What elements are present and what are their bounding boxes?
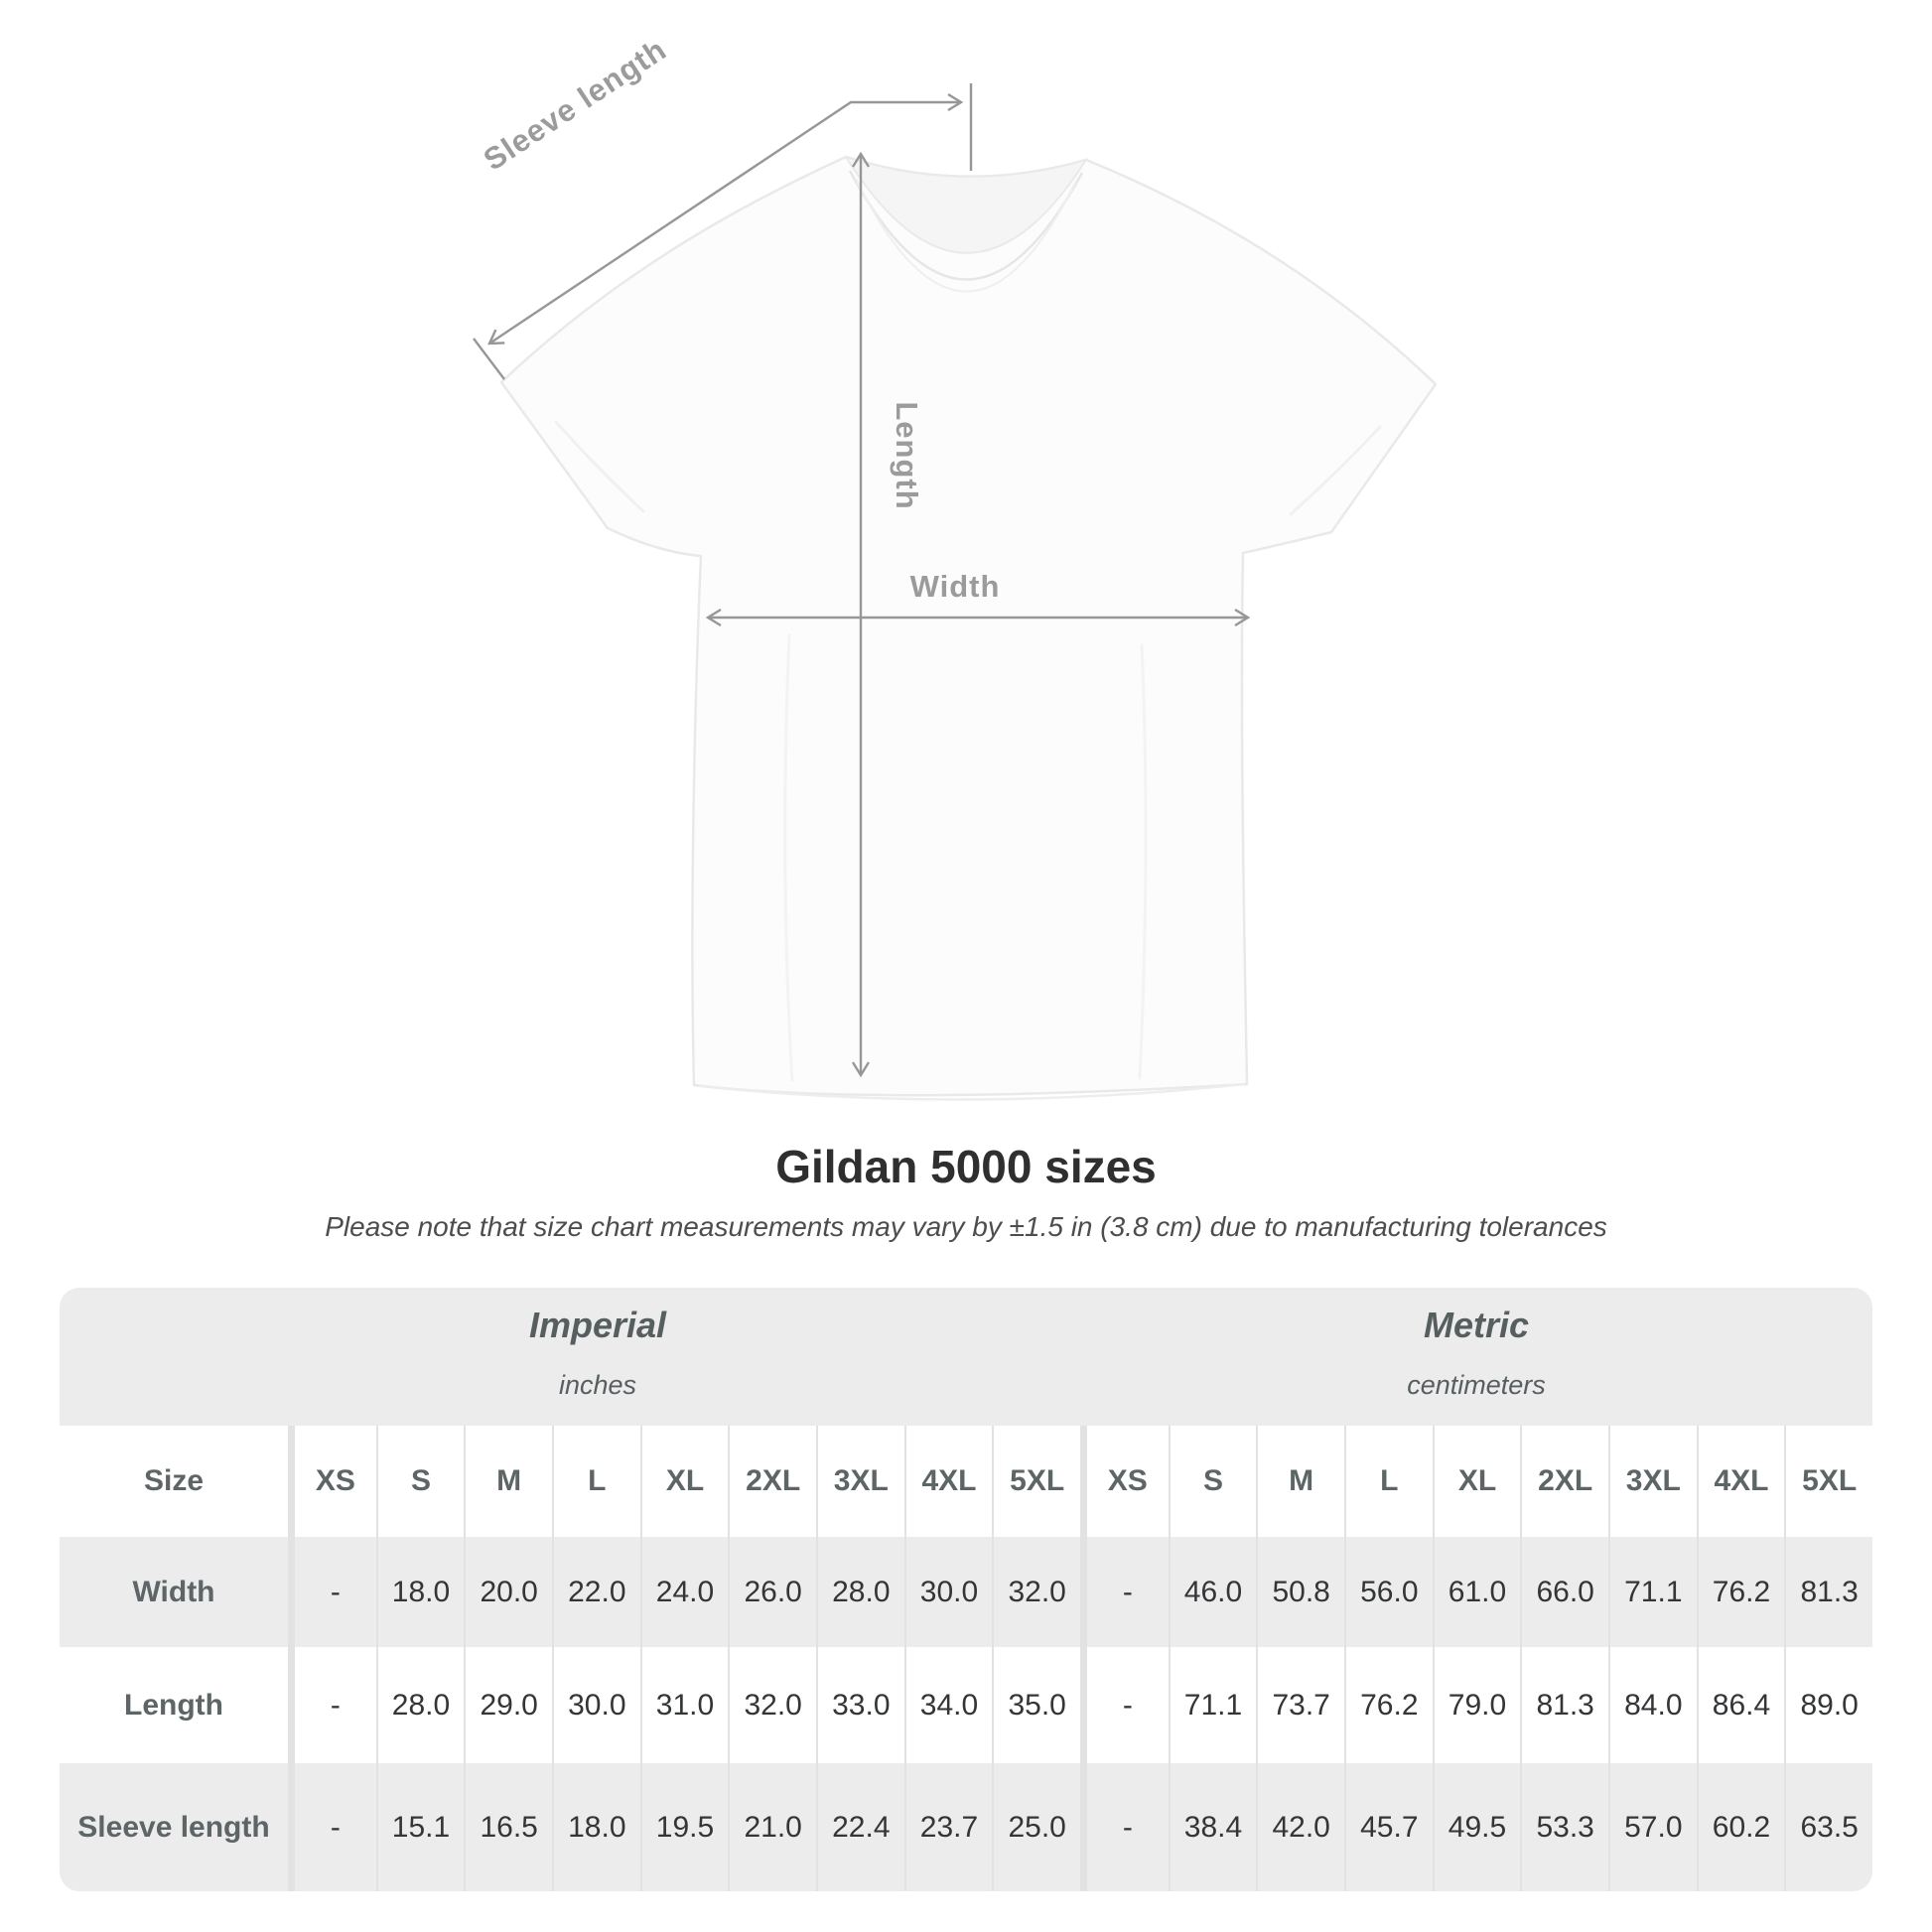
imperial-value: 31.0 [639,1647,729,1763]
size-header-row: Size XS S M L XL 2XL 3XL 4XL 5XL XS S M L XL 2XL 3XL 4XL 5… [60,1426,1872,1537]
tshirt-photo [499,155,1438,1101]
size-corner-cell: Size [143,1464,205,1497]
row-label: Width [132,1575,215,1608]
imperial-value: 22.4 [815,1763,904,1891]
imperial-value: - [288,1647,376,1763]
metric-size-header: L [1343,1426,1433,1537]
tolerance-note: Please note that size chart measurements… [325,1211,1607,1242]
width-arrow: Width [705,569,1251,627]
sleeve-length-label: Sleeve length [478,32,673,178]
imperial-value: 30.0 [903,1537,993,1647]
metric-value: 38.4 [1168,1763,1257,1891]
metric-value: 73.7 [1256,1647,1344,1763]
imperial-value: 34.0 [903,1647,993,1763]
metric-value: 86.4 [1696,1647,1785,1763]
metric-value: - [1079,1647,1169,1763]
table-row: Length -28.0 29.0 30.0 31.0 32.0 33.0 34.0 35.0-… [60,1647,1872,1763]
metric-value: 60.2 [1696,1763,1785,1891]
imperial-size-header: S [375,1426,465,1537]
length-label: Length [890,401,924,509]
imperial-size-header: L [551,1426,640,1537]
metric-value: 63.5 [1784,1763,1872,1891]
row-label: Length [124,1688,223,1722]
imperial-value: 28.0 [375,1647,465,1763]
metric-value: 46.0 [1168,1537,1257,1647]
imperial-size-header: XL [639,1426,729,1537]
imperial-value: 23.7 [903,1763,993,1891]
imperial-value: 16.5 [464,1763,552,1891]
imperial-label: Imperial [528,1305,667,1345]
metric-value: 61.0 [1432,1537,1521,1647]
metric-label: Metric [1423,1305,1530,1345]
metric-value: 66.0 [1520,1537,1608,1647]
metric-value: - [1079,1537,1169,1647]
imperial-size-header: 3XL [815,1426,904,1537]
imperial-value: 26.0 [728,1537,816,1647]
metric-value: - [1079,1763,1169,1891]
metric-section-header: Metric centimeters [1080,1288,1872,1426]
imperial-size-header: 2XL [728,1426,816,1537]
metric-value: 71.1 [1607,1537,1697,1647]
metric-value: 76.2 [1343,1647,1433,1763]
imperial-value: 20.0 [464,1537,552,1647]
imperial-value: 25.0 [992,1763,1080,1891]
row-label: Sleeve length [77,1810,270,1844]
metric-value: 89.0 [1784,1647,1872,1763]
table-row: Sleeve length -15.1 16.5 18.0 19.5 21.0 22.4 23… [60,1763,1872,1891]
imperial-value: 29.0 [464,1647,552,1763]
metric-value: 53.3 [1520,1763,1608,1891]
imperial-value: 30.0 [551,1647,640,1763]
imperial-unit: inches [558,1370,637,1400]
imperial-size-header: XS [288,1426,376,1537]
imperial-value: 22.0 [551,1537,640,1647]
imperial-size-header: 5XL [992,1426,1080,1537]
metric-unit: centimeters [1407,1370,1546,1400]
imperial-section-header: Imperial inches [60,1288,1080,1426]
width-label: Width [910,569,1001,604]
imperial-value: 32.0 [992,1537,1080,1647]
imperial-value: 33.0 [815,1647,904,1763]
metric-size-header: 3XL [1607,1426,1697,1537]
imperial-value: 28.0 [815,1537,904,1647]
metric-size-header: S [1168,1426,1257,1537]
metric-value: 57.0 [1607,1763,1697,1891]
metric-size-header: XS [1079,1426,1169,1537]
imperial-size-header: 4XL [903,1426,993,1537]
metric-value: 49.5 [1432,1763,1521,1891]
metric-value: 76.2 [1696,1537,1785,1647]
metric-value: 81.3 [1784,1537,1872,1647]
metric-size-header: XL [1432,1426,1521,1537]
imperial-value: 32.0 [728,1647,816,1763]
imperial-value: - [288,1763,376,1891]
metric-value: 79.0 [1432,1647,1521,1763]
imperial-value: 18.0 [551,1763,640,1891]
metric-value: 45.7 [1343,1763,1433,1891]
imperial-value: 24.0 [639,1537,729,1647]
metric-value: 56.0 [1343,1537,1433,1647]
imperial-value: 19.5 [639,1763,729,1891]
table-row: Width -18.0 20.0 22.0 24.0 26.0 28.0 30.0 32.0-4… [60,1537,1872,1647]
metric-value: 50.8 [1256,1537,1344,1647]
imperial-value: 21.0 [728,1763,816,1891]
metric-size-header: 5XL [1784,1426,1872,1537]
imperial-value: 35.0 [992,1647,1080,1763]
page-title: Gildan 5000 sizes [775,1141,1157,1192]
metric-size-header: M [1256,1426,1344,1537]
tshirt-measurement-diagram: Sleeve length Length Width [473,32,1438,1101]
unit-header-band: Imperial inches Metric centimeters [60,1288,1872,1426]
metric-value: 71.1 [1168,1647,1257,1763]
imperial-value: 15.1 [375,1763,465,1891]
metric-value: 81.3 [1520,1647,1608,1763]
metric-value: 84.0 [1607,1647,1697,1763]
metric-value: 42.0 [1256,1763,1344,1891]
metric-size-header: 2XL [1520,1426,1608,1537]
metric-size-header: 4XL [1696,1426,1785,1537]
imperial-size-header: M [464,1426,552,1537]
imperial-value: - [288,1537,376,1647]
size-chart-table: Imperial inches Metric centimeters Size X… [60,1288,1872,1891]
imperial-value: 18.0 [375,1537,465,1647]
